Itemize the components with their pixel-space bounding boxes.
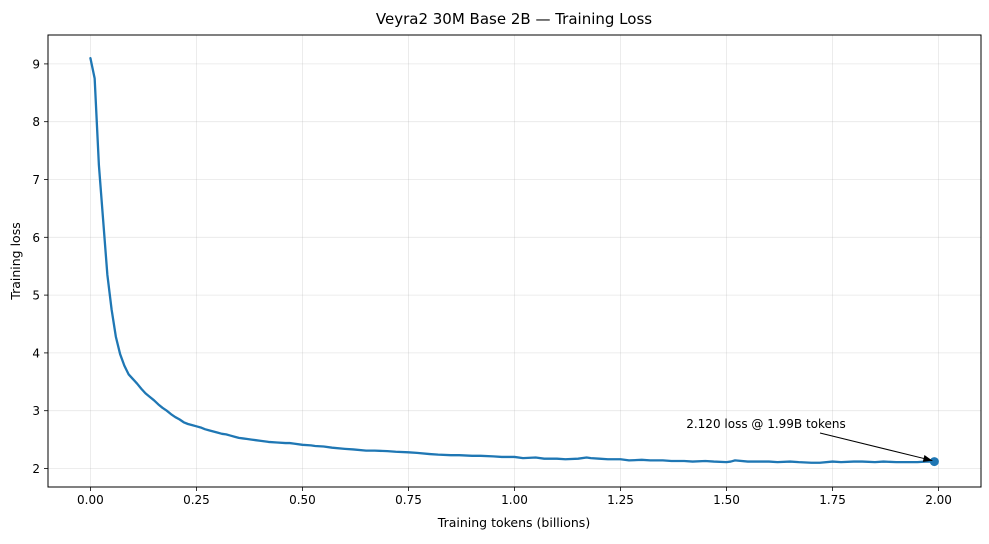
y-tick-label: 3 (32, 404, 40, 418)
x-tick-label: 0.00 (77, 493, 104, 507)
final-loss-annotation: 2.120 loss @ 1.99B tokens (686, 417, 939, 467)
x-tick-label: 1.75 (819, 493, 846, 507)
x-axis-label: Training tokens (billions) (437, 515, 590, 530)
plot-area (89, 56, 936, 464)
x-tick-label: 0.25 (183, 493, 210, 507)
y-tick-label: 5 (32, 289, 40, 303)
x-tick-label: 1.00 (501, 493, 528, 507)
x-tick-label: 0.50 (289, 493, 316, 507)
grid (48, 35, 981, 487)
y-tick-label: 8 (32, 115, 40, 129)
chart-title: Veyra2 30M Base 2B — Training Loss (376, 10, 652, 28)
y-axis-ticks: 2 3 4 5 6 7 8 9 (32, 57, 48, 476)
y-tick-label: 2 (32, 462, 40, 476)
x-tick-label: 0.75 (395, 493, 422, 507)
y-tick-label: 7 (32, 173, 40, 187)
loss-series-line (89, 56, 936, 464)
final-point-marker (929, 457, 939, 467)
annotation-label: 2.120 loss @ 1.99B tokens (686, 417, 846, 431)
x-tick-label: 1.50 (713, 493, 740, 507)
annotation-arrow-head (922, 455, 933, 462)
y-tick-label: 9 (32, 57, 40, 71)
axes-frame (47, 34, 982, 488)
x-axis-ticks: 0.00 0.25 0.50 0.75 1.00 1.25 1.50 1.75 2.00 (77, 487, 952, 507)
y-tick-label: 4 (32, 346, 40, 360)
x-tick-label: 1.25 (607, 493, 634, 507)
y-tick-label: 6 (32, 231, 40, 245)
annotation-arrow-line (819, 432, 933, 462)
x-tick-label: 2.00 (925, 493, 952, 507)
y-axis-label: Training loss (8, 222, 23, 300)
